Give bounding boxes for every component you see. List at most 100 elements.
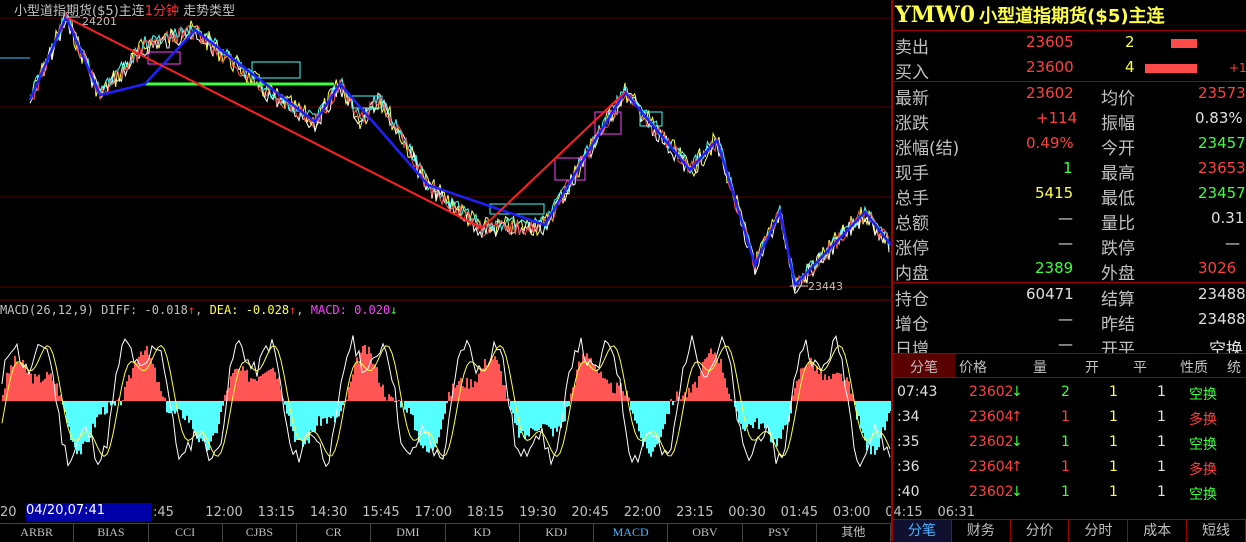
macd-bar-positive [34,374,36,401]
high-price: 23653 [1198,159,1246,177]
indicator-tab-cr[interactable]: CR [297,524,371,542]
macd-bar-negative [750,401,752,425]
macd-bar-negative [652,401,654,452]
indicator-tab-arbr[interactable]: ARBR [0,524,74,542]
macd-bar-positive [146,346,148,401]
indicator-tab-dmi[interactable]: DMI [371,524,445,542]
tick-price: 23602 [969,384,1014,400]
cur-vol-value: 1 [1063,159,1073,177]
macd-bar-positive [276,379,278,401]
panel-tab-2[interactable]: 分价 [1011,520,1070,542]
indicator-tab-kd[interactable]: KD [446,524,520,542]
macd-bar-negative [434,401,436,447]
macd-bar-negative [426,401,428,452]
macd-bar-positive [244,371,246,401]
macd-bar-positive [680,399,682,401]
macd-bar-negative [876,401,878,450]
macd-bar-positive [358,363,360,401]
macd-bar-positive [260,376,262,401]
indicator-tab-kdj[interactable]: KDJ [520,524,594,542]
macd-bar-negative [866,401,868,450]
macd-bar-positive [812,363,814,401]
indicator-tab-psy[interactable]: PSY [743,524,817,542]
panel-tabs[interactable]: 分笔财务分价分时成本短线 [893,519,1246,542]
macd-bar-negative [72,401,74,442]
indicator-tab-cjbs[interactable]: CJBS [223,524,297,542]
macd-legend: MACD(26,12,9) DIFF: -0.018↑, DEA: -0.028… [0,303,397,317]
panel-tab-5[interactable]: 短线 [1187,520,1246,542]
macd-bar-positive [246,370,248,401]
total-vol-label: 总手 [895,184,929,209]
outer-label: 外盘 [1101,259,1135,284]
high-price-label: 24201 [82,15,117,28]
tick-close: 1 [1157,484,1166,500]
tick-open: 1 [1109,434,1118,450]
macd-bar-positive [252,379,254,401]
macd-bar-negative [322,401,324,419]
macd-bar-negative [68,401,70,427]
indicator-tab-macd[interactable]: MACD [594,524,668,542]
macd-bar-positive [722,373,724,401]
oi-row: 持仓 60471 结算 23488 [893,283,1246,308]
macd-bar-negative [764,401,766,428]
macd-bar-negative [222,401,224,406]
macd-bar-positive [258,377,260,401]
macd-bar-positive [130,378,132,401]
macd-bar-positive [718,363,720,401]
macd-bar-positive [362,346,364,401]
macd-bar-negative [886,401,888,421]
cur-vol-label: 现手 [895,159,929,184]
macd-bar-negative [404,401,406,410]
price-chart[interactable] [0,0,891,503]
panel-tab-3[interactable]: 分时 [1069,520,1128,542]
tick-nature: 多换 [1189,459,1217,479]
macd-bar-positive [500,371,502,401]
period-label[interactable]: 1分钟 [145,4,179,19]
tick-direction-icon: ↑ [1011,459,1023,475]
indicator-tab-bias[interactable]: BIAS [74,524,148,542]
tick-nature: 多换 [1189,409,1217,429]
macd-bar-negative [568,401,570,406]
macd-bar-positive [126,381,128,401]
macd-bar-positive [710,348,712,401]
diff-value: -0.018 [145,303,188,317]
low-price-label: 23443 [808,280,843,293]
macd-bar-negative [662,401,664,429]
open-label: 今开 [1101,134,1135,159]
macd-bar-positive [224,395,226,401]
panel-tab-0[interactable]: 分笔 [893,520,952,542]
macd-bar-negative [414,401,416,430]
macd-bar-positive [462,386,464,401]
macd-bar-positive [248,382,250,401]
macd-bar-positive [582,354,584,401]
macd-bar-positive [346,400,348,401]
chart-area[interactable]: 小型道指期货($5)主连1分钟 走势类型 24201 23443 MACD(26… [0,0,891,523]
tick-header-stats: 统 [1227,357,1241,377]
tick-time: :40 [897,484,920,500]
inner-label: 内盘 [895,259,929,284]
open-price: 23457 [1198,134,1246,152]
panel-tab-1[interactable]: 财务 [952,520,1011,542]
macd-bar-positive [4,388,6,401]
tick-close: 1 [1157,384,1166,400]
amount-value: — [1058,209,1073,227]
macd-bar-positive [456,385,458,401]
chart-type-label[interactable]: 走势类型 [183,4,235,19]
indicator-tab-cci[interactable]: CCI [149,524,223,542]
macd-bar-negative [428,401,430,453]
limit-row: 涨停 — 跌停 — [893,232,1246,257]
macd-value: 0.020 [354,303,390,317]
macd-bar-positive [614,393,616,401]
indicator-tab-其他[interactable]: 其他 [817,524,891,542]
indicator-tab-obv[interactable]: OBV [668,524,742,542]
panel-tab-4[interactable]: 成本 [1128,520,1187,542]
tick-header-tab[interactable]: 分笔 [893,354,955,377]
macd-bar-positive [144,350,146,401]
tick-time: :34 [897,409,920,425]
